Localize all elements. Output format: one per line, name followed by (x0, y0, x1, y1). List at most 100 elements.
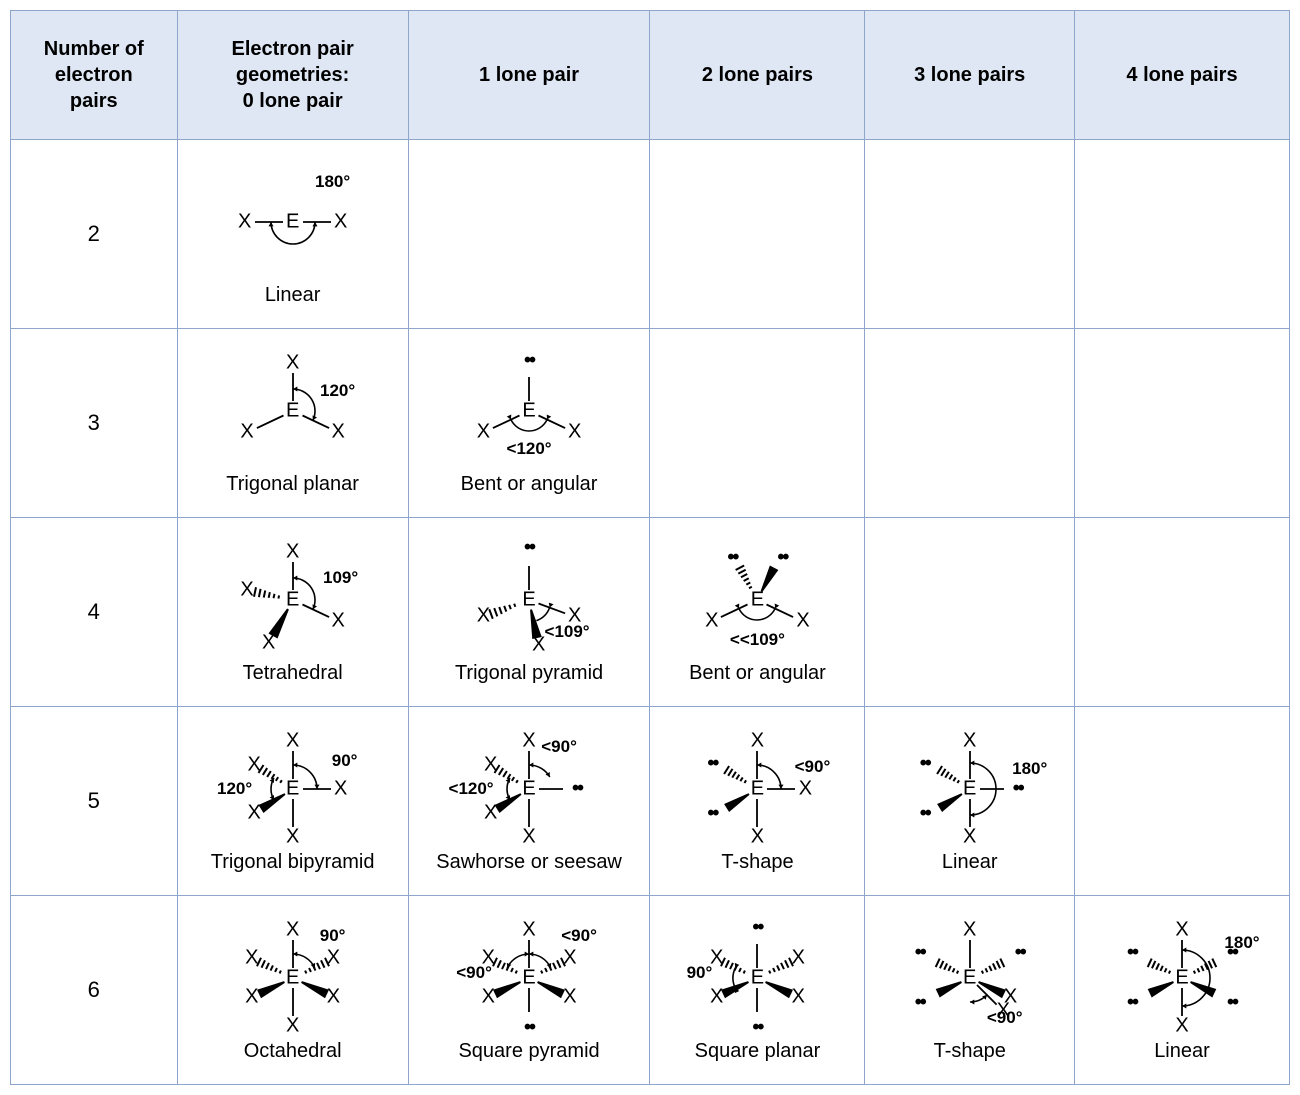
geometry-diagram: EXX••<120° (439, 351, 619, 471)
outer-atom: X (799, 777, 812, 800)
lone-pair-dots: •• (1127, 991, 1137, 1014)
num-electron-pairs: 3 (11, 329, 178, 518)
geometry-diagram: EXXXXX••<90°<90° (439, 918, 619, 1038)
angle-label: <90° (987, 1008, 1023, 1028)
lone-pair-dots: •• (707, 802, 717, 825)
lone-pair-dots: •• (707, 752, 717, 775)
lone-pair-dots: •• (1013, 777, 1023, 800)
diagram-wrap: EXX••••••180° Linear (869, 711, 1070, 891)
geometry-diagram: EXX180° (203, 162, 383, 282)
col-header-5: 4 lone pairs (1075, 11, 1290, 140)
geometry-diagram: EXXXX109° (203, 540, 383, 660)
central-atom: E (522, 777, 535, 800)
central-atom: E (963, 966, 976, 989)
outer-atom: X (286, 351, 299, 374)
central-atom: E (286, 210, 299, 233)
geometry-diagram: EXXX••••••<90° (880, 918, 1060, 1038)
outer-atom: X (334, 777, 347, 800)
outer-atom: X (477, 421, 490, 444)
lone-pair-dots: •• (1015, 941, 1025, 964)
outer-atom: X (1004, 985, 1017, 1008)
empty-cell (1075, 140, 1290, 329)
outer-atom: X (327, 985, 340, 1008)
outer-atom: X (262, 631, 275, 654)
outer-atom: X (286, 540, 299, 563)
outer-atom: X (484, 753, 497, 776)
outer-atom: X (240, 421, 253, 444)
lone-pair-dots: •• (1227, 991, 1237, 1014)
central-atom: E (963, 777, 976, 800)
col-header-1: Electron pairgeometries:0 lone pair (177, 11, 408, 140)
angle-label: <120° (507, 439, 552, 459)
angle-label: <109° (545, 622, 590, 642)
lone-pair-dots: •• (524, 536, 534, 559)
col-header-0: Number ofelectronpairs (11, 11, 178, 140)
central-atom: E (751, 588, 764, 611)
diagram-wrap: EXX••••••••180° Linear (1079, 900, 1285, 1080)
geometry-cell: EXXXX••<90°<120° Sawhorse or seesaw (408, 707, 650, 896)
outer-atom: X (563, 985, 576, 1008)
angle-label: <90° (561, 926, 597, 946)
lone-pair-dots: •• (524, 349, 534, 372)
header-row: Number ofelectronpairs Electron pairgeom… (11, 11, 1290, 140)
angle-label: <90° (541, 737, 577, 757)
outer-atom: X (484, 801, 497, 824)
central-atom: E (286, 777, 299, 800)
geometry-diagram: EXX••••••180° (880, 729, 1060, 849)
shape-name: Linear (1154, 1040, 1210, 1063)
diagram-wrap: EXXX••<109° Trigonal pyramid (413, 522, 646, 702)
outer-atom: X (238, 210, 251, 233)
outer-atom: X (522, 918, 535, 941)
angle-label: 90° (332, 751, 358, 771)
outer-atom: X (245, 947, 258, 970)
shape-name: Tetrahedral (243, 662, 343, 685)
table-row: 4 EXXXX109° Tetrahedral EXXX••<109° Trig… (11, 518, 1290, 707)
angle-label: <90° (456, 963, 492, 983)
geometry-diagram: EXXXXX90°120° (203, 729, 383, 849)
outer-atom: X (332, 421, 345, 444)
lone-pair-dots: •• (1127, 941, 1137, 964)
diagram-wrap: EXXXXX••<90°<90° Square pyramid (413, 900, 646, 1080)
outer-atom: X (482, 985, 495, 1008)
shape-name: Bent or angular (461, 473, 598, 496)
empty-cell (1075, 707, 1290, 896)
outer-atom: X (710, 985, 723, 1008)
geometry-diagram: EXX••••<<109° (667, 540, 847, 660)
shape-name: Linear (265, 284, 321, 307)
angle-label: 90° (687, 963, 713, 983)
geometry-cell: EXXX120° Trigonal planar (177, 329, 408, 518)
shape-name: T-shape (934, 1040, 1006, 1063)
geometry-cell: EXXX••<109° Trigonal pyramid (408, 518, 650, 707)
angle-label: <90° (795, 757, 831, 777)
diagram-wrap: EXXXX••<90°<120° Sawhorse or seesaw (413, 711, 646, 891)
angle-label: 90° (320, 926, 346, 946)
central-atom: E (1175, 966, 1188, 989)
lone-pair-dots: •• (915, 991, 925, 1014)
outer-atom: X (963, 729, 976, 752)
empty-cell (408, 140, 650, 329)
central-atom: E (522, 399, 535, 422)
shape-name: Bent or angular (689, 662, 826, 685)
outer-atom: X (751, 729, 764, 752)
geometry-cell: EXX••<120° Bent or angular (408, 329, 650, 518)
lone-pair-dots: •• (752, 1016, 762, 1039)
shape-name: Octahedral (244, 1040, 342, 1063)
outer-atom: X (963, 825, 976, 848)
outer-atom: X (245, 985, 258, 1008)
geometry-cell: EXXX••••••<90° T-shape (865, 896, 1075, 1085)
empty-cell (650, 329, 865, 518)
outer-atom: X (286, 825, 299, 848)
lone-pair-dots: •• (727, 546, 737, 569)
num-electron-pairs: 5 (11, 707, 178, 896)
outer-atom: X (1175, 1014, 1188, 1037)
outer-atom: X (751, 825, 764, 848)
outer-atom: X (240, 578, 253, 601)
empty-cell (650, 140, 865, 329)
outer-atom: X (792, 985, 805, 1008)
num-electron-pairs: 4 (11, 518, 178, 707)
outer-atom: X (327, 947, 340, 970)
geometry-cell: EXXXXX90°120° Trigonal bipyramid (177, 707, 408, 896)
geometry-cell: EXX••••<<109° Bent or angular (650, 518, 865, 707)
table-row: 6 EXXXXXX90° Octahedral EXXXXX••<90°<90°… (11, 896, 1290, 1085)
geometry-cell: EXX••••••180° Linear (865, 707, 1075, 896)
